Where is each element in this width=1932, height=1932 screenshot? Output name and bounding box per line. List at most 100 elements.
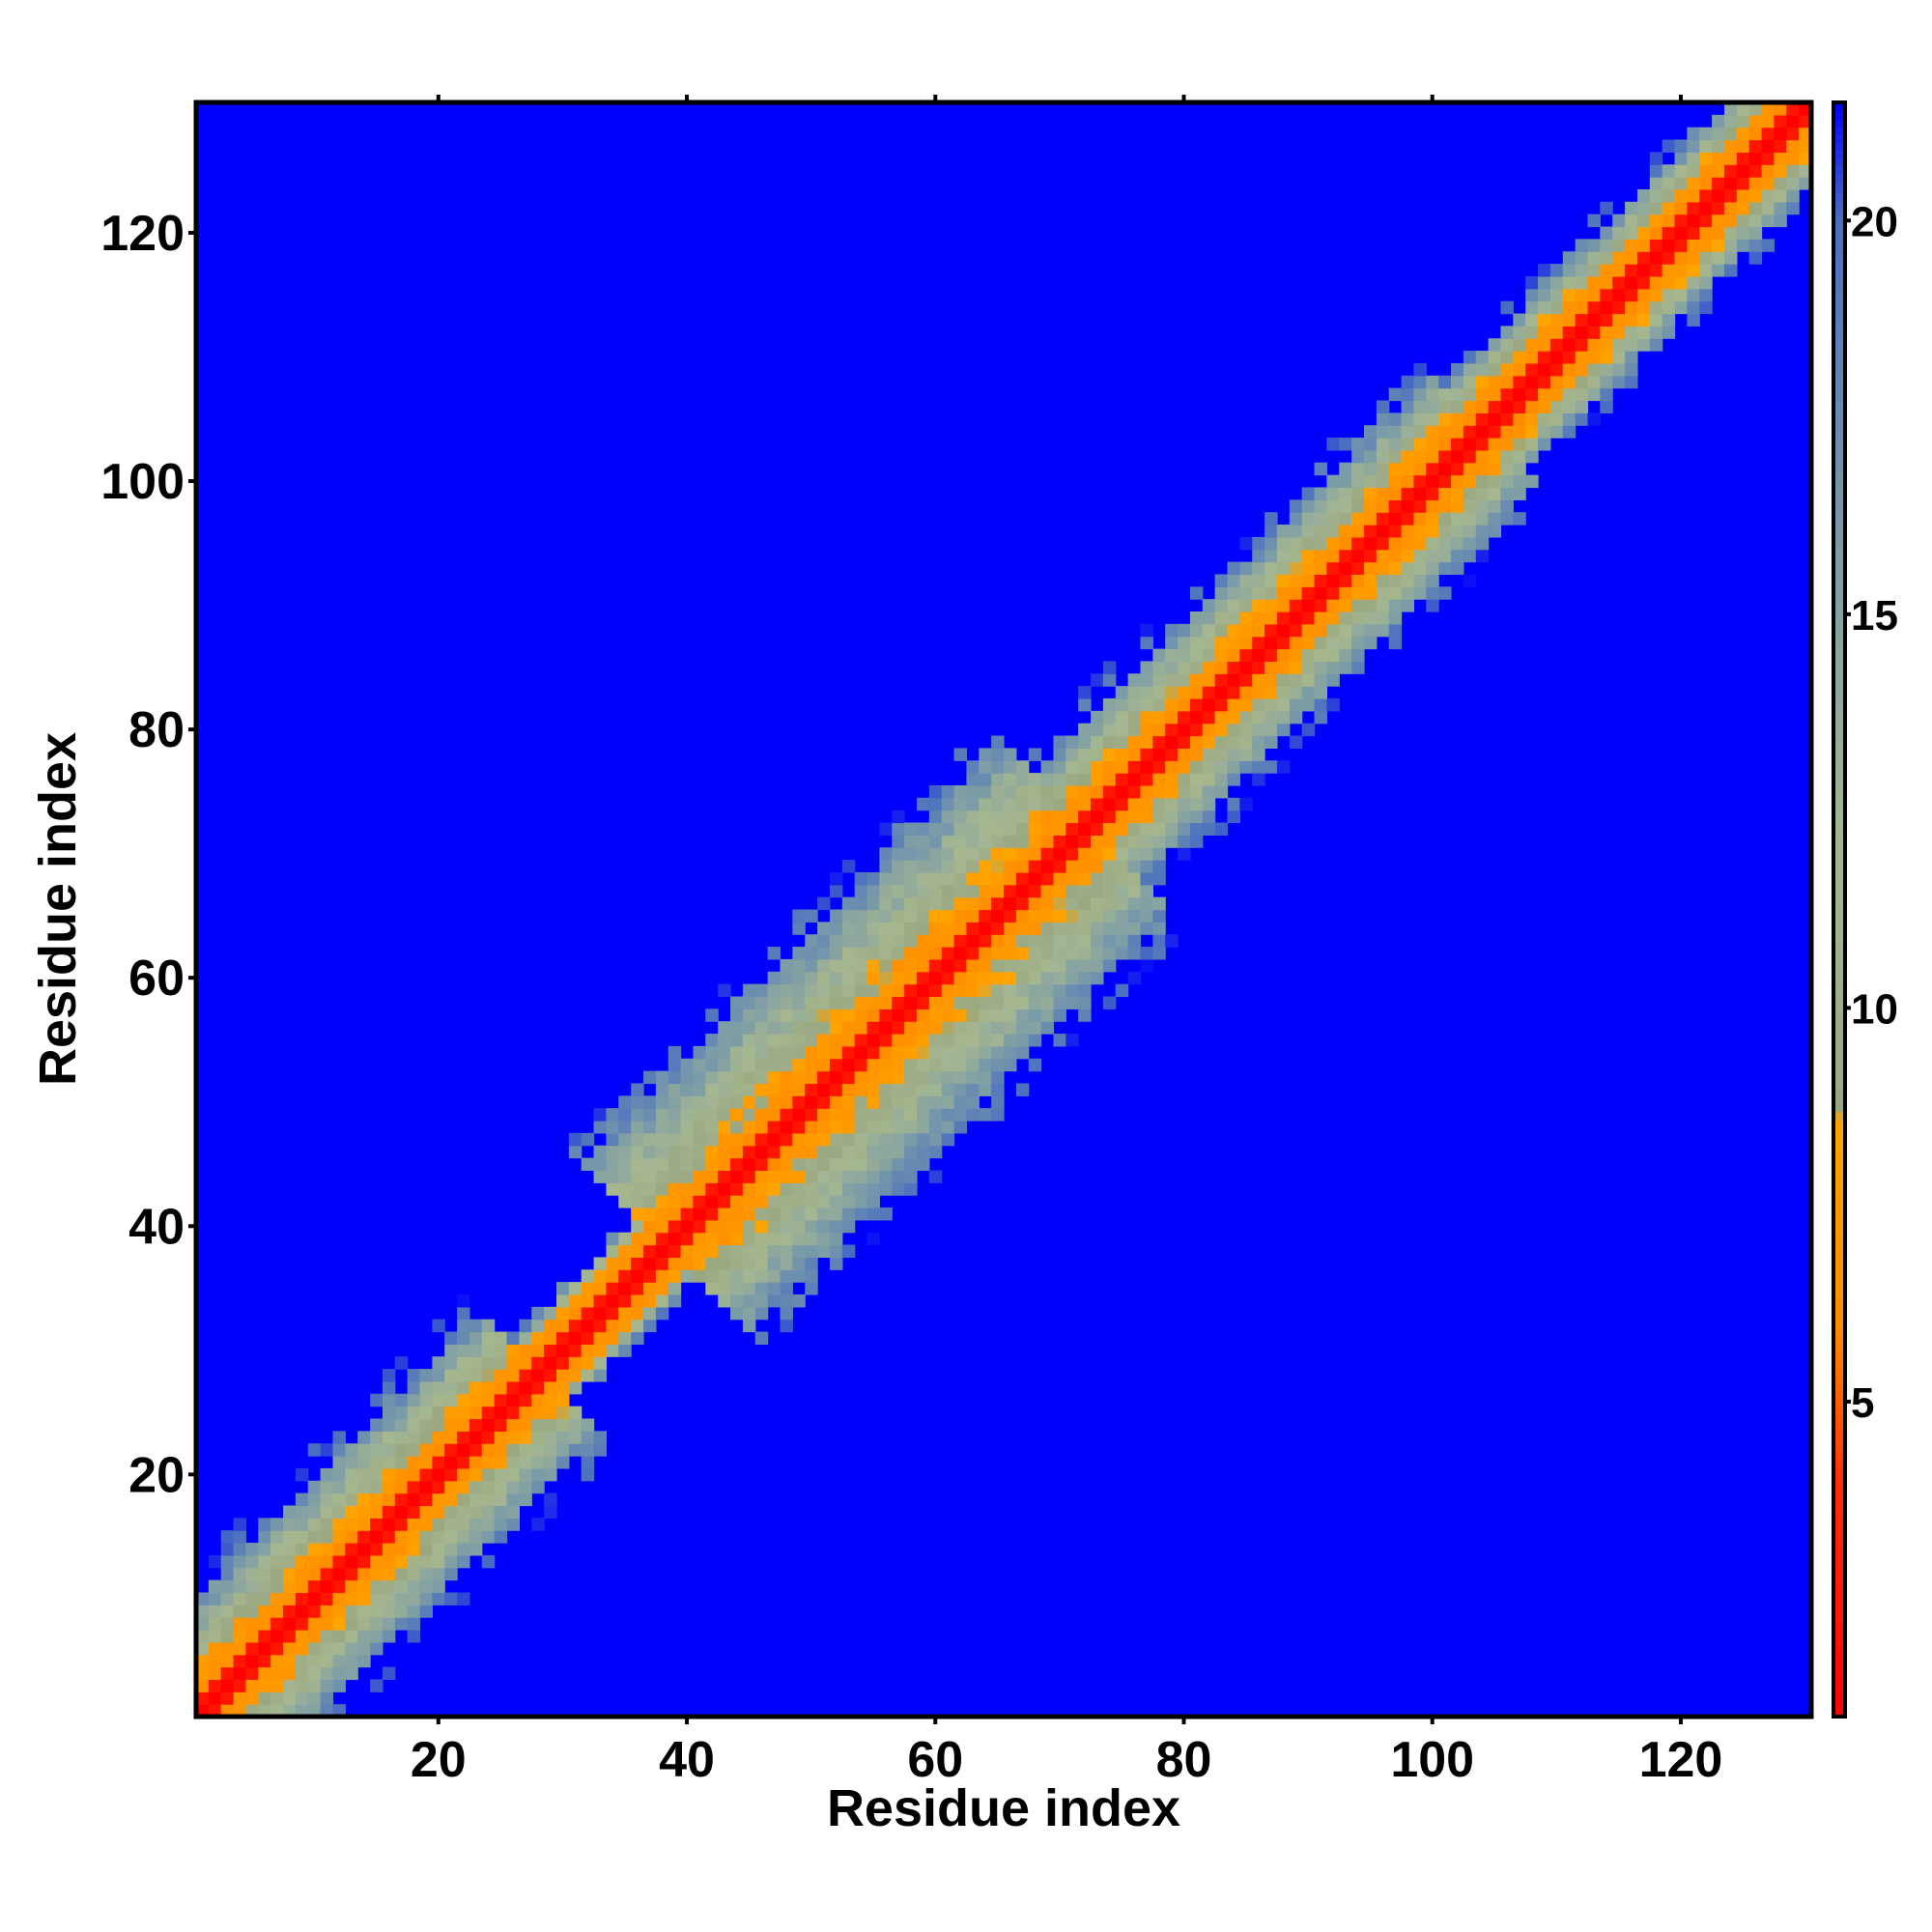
heatmap-cell	[754, 1195, 769, 1208]
heatmap-cell	[1053, 810, 1066, 824]
heatmap-cell	[1078, 784, 1092, 799]
heatmap-cell	[1178, 697, 1191, 712]
heatmap-cell	[1363, 462, 1378, 476]
heatmap-cell	[357, 1443, 371, 1457]
heatmap-cell	[767, 1257, 781, 1270]
heatmap-cell	[1475, 499, 1490, 513]
heatmap-cell	[1513, 362, 1526, 377]
heatmap-cell	[332, 1666, 346, 1681]
heatmap-cell	[1165, 797, 1179, 811]
plot-frame	[193, 99, 1814, 1719]
heatmap-cell	[1774, 201, 1787, 215]
heatmap-cell	[1562, 300, 1577, 315]
heatmap-cell	[991, 1095, 1005, 1109]
heatmap-cell	[1053, 996, 1066, 1009]
heatmap-cell	[817, 971, 831, 985]
heatmap-cell	[419, 1492, 433, 1507]
heatmap-cell	[805, 909, 818, 923]
heatmap-cell	[904, 835, 918, 848]
heatmap-cell	[941, 922, 955, 935]
heatmap-cell	[1674, 177, 1688, 190]
heatmap-cell	[1264, 710, 1278, 724]
heatmap-cell	[1040, 909, 1055, 923]
heatmap-cell	[444, 1505, 458, 1519]
heatmap-cell	[419, 1592, 433, 1605]
heatmap-cell	[817, 1170, 831, 1183]
heatmap-cell	[742, 1021, 756, 1035]
heatmap-cell	[1078, 896, 1092, 911]
heatmap-cell	[1127, 686, 1142, 699]
heatmap-cell	[531, 1331, 545, 1345]
heatmap-cell	[780, 996, 793, 1009]
heatmap-cell	[1363, 512, 1378, 526]
heatmap-cell	[457, 1418, 470, 1432]
heatmap-cell	[792, 1132, 806, 1147]
heatmap-cell	[1091, 922, 1104, 935]
heatmap-cell	[1736, 152, 1750, 165]
colorbar-segment	[1833, 142, 1845, 152]
heatmap-cell	[1314, 661, 1327, 674]
heatmap-cell	[928, 947, 943, 960]
heatmap-cell	[680, 1244, 695, 1258]
heatmap-cell	[767, 983, 781, 998]
heatmap-cell	[928, 822, 943, 836]
heatmap-cell	[1165, 748, 1179, 761]
heatmap-cell	[1214, 773, 1229, 786]
heatmap-cell	[941, 1058, 955, 1072]
heatmap-cell	[1115, 871, 1129, 886]
heatmap-cell	[1500, 425, 1514, 439]
heatmap-cell	[1699, 164, 1713, 178]
heatmap-cell	[991, 1058, 1005, 1072]
heatmap-cell	[1600, 326, 1613, 339]
heatmap-cell	[220, 1630, 235, 1643]
heatmap-cell	[506, 1492, 520, 1507]
heatmap-cell	[1202, 822, 1216, 836]
heatmap-cell	[270, 1691, 284, 1705]
heatmap-cell	[705, 1145, 719, 1159]
heatmap-cell	[631, 1331, 644, 1345]
heatmap-cell	[966, 884, 980, 898]
heatmap-cell	[506, 1331, 520, 1345]
heatmap-cell	[1202, 735, 1216, 749]
colorbar-segment	[1833, 1208, 1845, 1217]
colorbar-segment	[1833, 497, 1845, 507]
heatmap-cell	[1401, 375, 1415, 389]
heatmap-cell	[1165, 623, 1179, 638]
heatmap-cell	[1649, 152, 1663, 165]
heatmap-cell	[407, 1380, 421, 1395]
heatmap-cell	[879, 884, 893, 898]
heatmap-cell	[332, 1567, 346, 1581]
heatmap-cell	[1488, 362, 1502, 377]
heatmap-cell	[742, 1170, 756, 1183]
heatmap-cell	[705, 1058, 719, 1072]
heatmap-cell	[643, 1070, 657, 1085]
heatmap-cell	[481, 1505, 496, 1519]
heatmap-cell	[916, 847, 930, 861]
heatmap-cell	[693, 1070, 706, 1085]
heatmap-cell	[1040, 847, 1055, 861]
heatmap-cell	[966, 797, 980, 811]
colorbar-segment	[1833, 1604, 1845, 1612]
heatmap-cell	[1165, 723, 1179, 737]
heatmap-cell	[1351, 561, 1365, 576]
heatmap-cell	[1662, 300, 1676, 315]
heatmap-cell	[1189, 623, 1204, 638]
heatmap-cell	[1314, 512, 1327, 526]
heatmap-cell	[754, 1269, 769, 1283]
heatmap-cell	[643, 1108, 657, 1122]
heatmap-cell	[1189, 835, 1204, 848]
heatmap-cell	[1276, 723, 1291, 737]
heatmap-cell	[867, 1108, 880, 1122]
colorbar-segment	[1833, 981, 1845, 991]
heatmap-cell	[568, 1443, 582, 1457]
heatmap-cell	[817, 1219, 831, 1234]
heatmap-cell	[1028, 934, 1042, 948]
heatmap-cell	[233, 1654, 247, 1668]
heatmap-cell	[1202, 810, 1216, 824]
heatmap-cell	[805, 971, 818, 985]
heatmap-cell	[953, 860, 968, 873]
heatmap-cell	[1413, 487, 1427, 500]
heatmap-cell	[1264, 536, 1278, 551]
heatmap-cell	[1549, 351, 1564, 364]
heatmap-cell	[407, 1579, 421, 1594]
